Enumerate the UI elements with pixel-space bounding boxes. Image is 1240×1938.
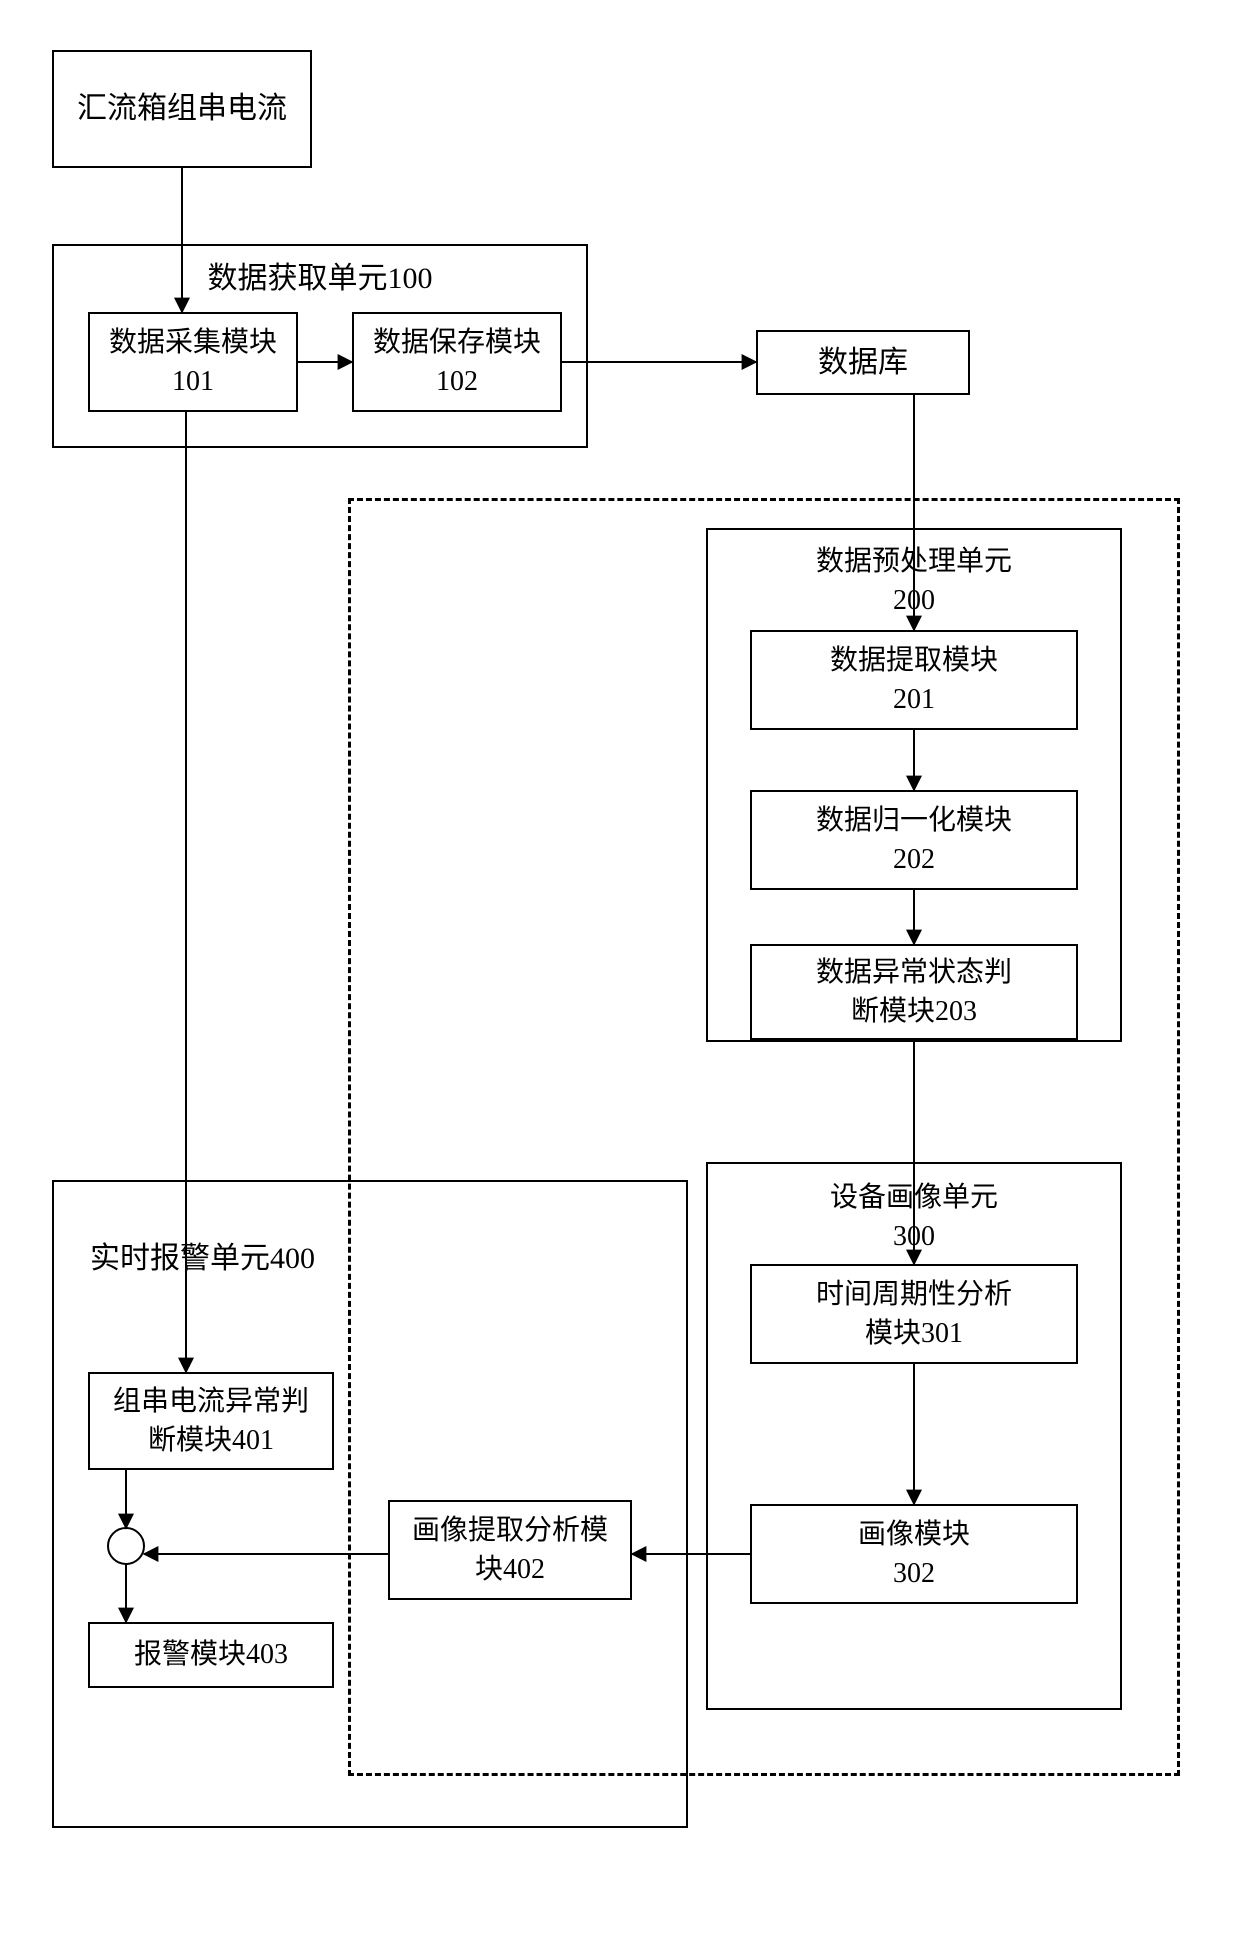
unit-300-title: 设备画像单元 300 — [708, 1178, 1120, 1256]
node-mod301-label: 时间周期性分析 模块301 — [816, 1275, 1012, 1353]
node-mod102-label: 数据保存模块 102 — [373, 323, 541, 401]
node-mod403-label: 报警模块403 — [134, 1635, 288, 1674]
node-mod302-label: 画像模块 302 — [858, 1515, 970, 1593]
node-database-label: 数据库 — [818, 342, 908, 384]
node-mod201: 数据提取模块 201 — [750, 630, 1078, 730]
node-mod203-label: 数据异常状态判 断模块203 — [816, 953, 1012, 1031]
node-mod101-label: 数据采集模块 101 — [109, 323, 277, 401]
node-mod301: 时间周期性分析 模块301 — [750, 1264, 1078, 1364]
node-input: 汇流箱组串电流 — [52, 50, 312, 168]
unit-200-title: 数据预处理单元 200 — [708, 542, 1120, 620]
node-mod102: 数据保存模块 102 — [352, 312, 562, 412]
node-mod202: 数据归一化模块 202 — [750, 790, 1078, 890]
unit-400-title: 实时报警单元400 — [90, 1238, 370, 1280]
node-mod403: 报警模块403 — [88, 1622, 334, 1688]
node-database: 数据库 — [756, 330, 970, 395]
node-mod302: 画像模块 302 — [750, 1504, 1078, 1604]
node-mod401-label: 组串电流异常判 断模块401 — [113, 1382, 309, 1460]
diagram-canvas: 汇流箱组串电流 数据获取单元100 数据采集模块 101 数据保存模块 102 … — [0, 0, 1240, 1938]
unit-100-title: 数据获取单元100 — [54, 258, 586, 300]
node-mod402-label: 画像提取分析模 块402 — [412, 1511, 608, 1589]
node-input-label: 汇流箱组串电流 — [77, 88, 287, 130]
node-mod401: 组串电流异常判 断模块401 — [88, 1372, 334, 1470]
node-mod201-label: 数据提取模块 201 — [830, 641, 998, 719]
node-mod202-label: 数据归一化模块 202 — [816, 801, 1012, 879]
node-mod402: 画像提取分析模 块402 — [388, 1500, 632, 1600]
node-mod101: 数据采集模块 101 — [88, 312, 298, 412]
node-mod203: 数据异常状态判 断模块203 — [750, 944, 1078, 1040]
unit-300: 设备画像单元 300 — [706, 1162, 1122, 1710]
